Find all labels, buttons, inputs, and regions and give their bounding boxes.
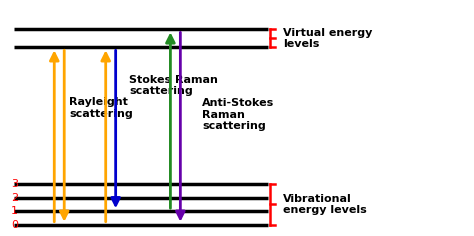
Text: 1: 1 <box>11 206 18 216</box>
Text: Vibrational
energy levels: Vibrational energy levels <box>283 194 367 215</box>
Text: Rayleight
scattering: Rayleight scattering <box>69 97 133 119</box>
Text: 3: 3 <box>11 179 18 189</box>
Text: Anti-Stokes
Raman
scattering: Anti-Stokes Raman scattering <box>202 98 274 131</box>
Text: 2: 2 <box>11 193 18 203</box>
Text: 0: 0 <box>11 219 18 230</box>
Text: Stokes Raman
scattering: Stokes Raman scattering <box>129 75 218 96</box>
Text: Virtual energy
levels: Virtual energy levels <box>283 28 373 49</box>
